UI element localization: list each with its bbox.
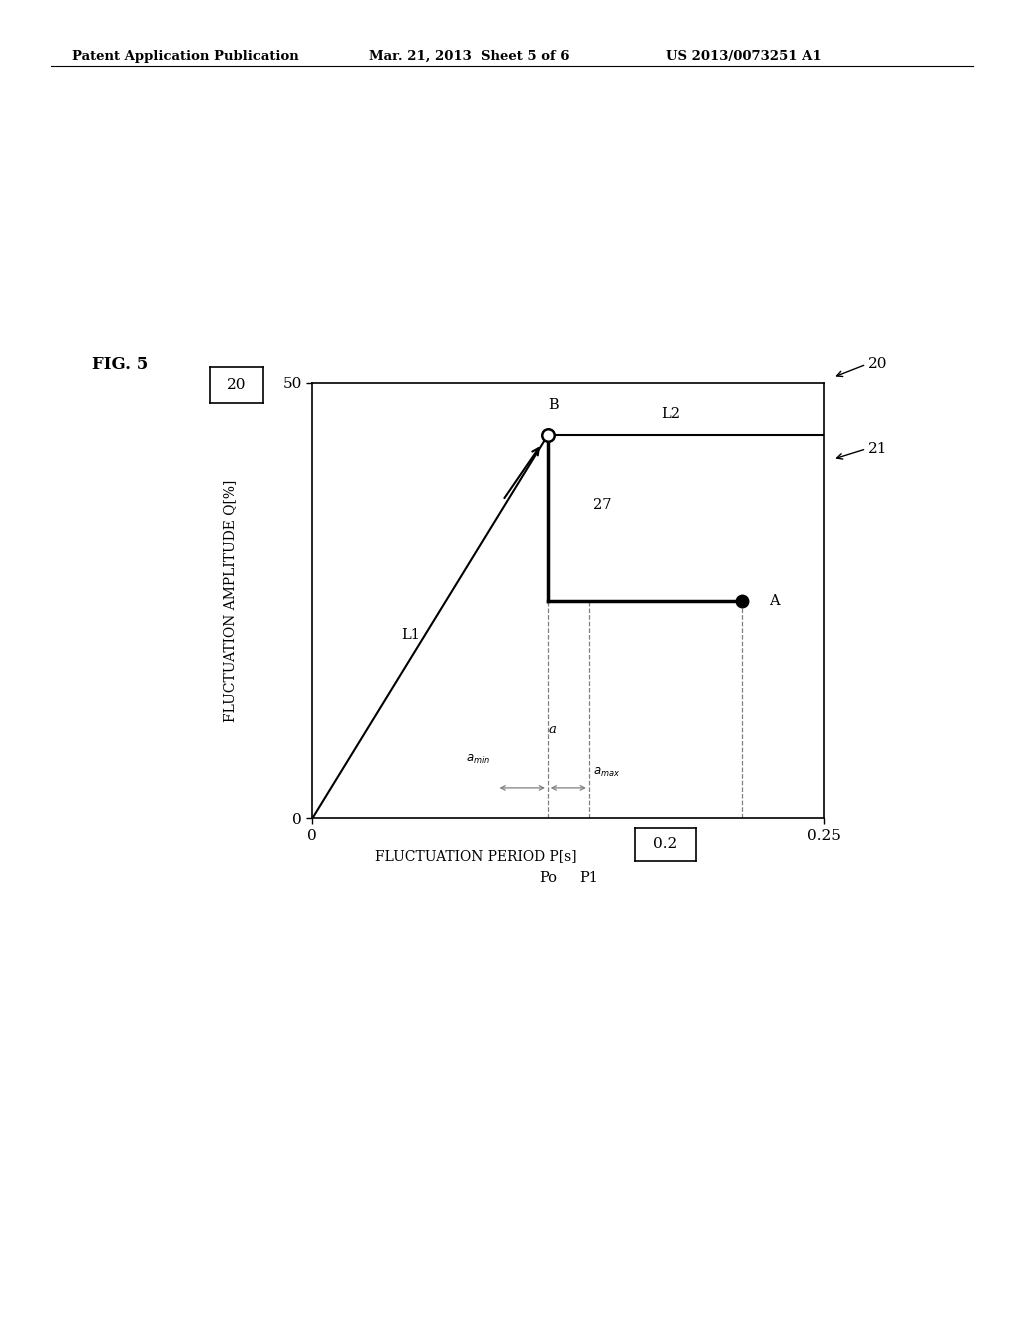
Text: $a_{min}$: $a_{min}$ [466, 752, 490, 766]
Text: FLUCTUATION AMPLITUDE Q[%]: FLUCTUATION AMPLITUDE Q[%] [223, 479, 238, 722]
Text: 20: 20 [226, 378, 247, 392]
Text: A: A [769, 594, 779, 607]
Text: Mar. 21, 2013  Sheet 5 of 6: Mar. 21, 2013 Sheet 5 of 6 [369, 50, 569, 63]
Text: Patent Application Publication: Patent Application Publication [72, 50, 298, 63]
Text: 0.2: 0.2 [653, 837, 678, 851]
Text: L1: L1 [401, 628, 420, 643]
Text: a: a [549, 722, 557, 735]
Text: L2: L2 [662, 407, 680, 421]
Text: 20: 20 [868, 358, 888, 371]
Text: B: B [549, 397, 559, 412]
Text: P1: P1 [580, 871, 598, 884]
Text: 21: 21 [868, 442, 888, 455]
Text: Po: Po [539, 871, 557, 884]
Text: $a_{max}$: $a_{max}$ [593, 766, 621, 779]
Text: FLUCTUATION PERIOD P[s]: FLUCTUATION PERIOD P[s] [376, 849, 577, 863]
Text: FIG. 5: FIG. 5 [92, 356, 148, 374]
Text: 27: 27 [593, 498, 611, 512]
Text: US 2013/0073251 A1: US 2013/0073251 A1 [666, 50, 821, 63]
